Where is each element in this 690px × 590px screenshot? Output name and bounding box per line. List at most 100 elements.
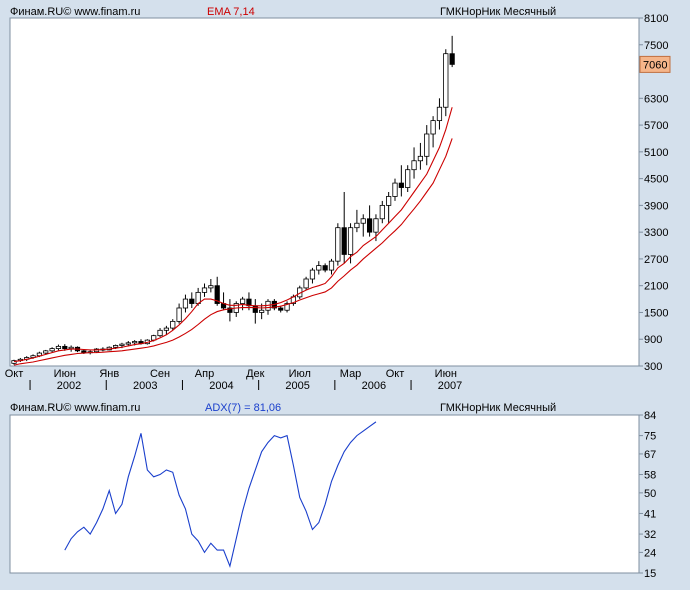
price-tag-box <box>639 55 671 73</box>
current-price-tag: 7060 <box>639 55 671 73</box>
x-year-label: 2007 <box>438 380 462 392</box>
candle-body <box>379 204 385 220</box>
candle-body <box>259 309 265 313</box>
adx-tick-label: 41 <box>644 508 656 520</box>
candle-body <box>373 218 379 233</box>
x-year-label: 2002 <box>57 380 81 392</box>
candle-body <box>322 265 328 271</box>
candle-body <box>284 303 290 311</box>
x-month-label: Дек <box>246 368 265 380</box>
candle-body <box>55 345 62 350</box>
top-y-axis: 300 900 1500 2100 2700 3300 3900 4500 5100 5700 63… <box>639 13 668 373</box>
y-tick-label: 3300 <box>644 227 668 239</box>
candle-body <box>62 345 68 350</box>
bottom-plot-area <box>9 414 640 574</box>
price-tag-label: 7060 <box>643 59 667 71</box>
ema-lines <box>13 107 453 366</box>
bottom-source-label: Финам.RU© www.finam.ru <box>10 402 141 414</box>
candle-body <box>335 227 341 262</box>
candle-body <box>252 305 258 313</box>
candle-body <box>392 182 398 197</box>
adx-line <box>64 421 377 568</box>
candle-body <box>189 298 195 304</box>
candle-body <box>449 53 455 65</box>
candle-body <box>201 287 208 293</box>
y-tick-label: 7500 <box>644 40 668 52</box>
candle-body <box>163 327 169 331</box>
x-month-label: Июл <box>289 368 311 380</box>
candle-body <box>303 278 309 289</box>
candle-body <box>176 307 182 322</box>
adx-tick-label: 58 <box>644 470 656 482</box>
candle-body <box>170 320 176 329</box>
adx-tick-label: 15 <box>644 568 656 580</box>
y-tick-label: 300 <box>644 361 662 373</box>
y-tick-label: 1500 <box>644 307 668 319</box>
candle-body <box>417 155 424 162</box>
candle-body <box>328 260 335 271</box>
ema-line <box>13 138 453 366</box>
candle-body <box>227 307 233 313</box>
candle-body <box>239 298 246 304</box>
ema-line <box>13 107 453 363</box>
candle-body <box>113 345 119 348</box>
x-month-label: Окт <box>5 368 24 380</box>
candle-body <box>316 265 322 271</box>
candle-body <box>398 182 404 188</box>
y-tick-label: 4500 <box>644 174 668 186</box>
adx-series <box>64 421 377 568</box>
y-tick-label: 2700 <box>644 254 668 266</box>
candle-body <box>49 348 55 352</box>
x-year-label: 2005 <box>285 380 309 392</box>
adx-tick-label: 84 <box>644 410 656 422</box>
candle-body <box>366 218 373 233</box>
candle-body <box>125 342 131 345</box>
candle-body <box>386 196 392 206</box>
x-year-label: 2004 <box>209 380 233 392</box>
bottom-y-axis: 15 24 32 41 50 58 67 75 84 <box>639 410 656 580</box>
candle-body <box>347 227 354 255</box>
x-month-label: Апр <box>195 368 214 380</box>
x-month-label: Мар <box>340 368 362 380</box>
candle-body <box>405 169 411 188</box>
adx-tick-label: 32 <box>644 529 656 541</box>
candle-body <box>43 350 49 354</box>
candle-body <box>81 350 87 354</box>
adx-tick-label: 50 <box>644 488 656 500</box>
candle-body <box>424 133 430 157</box>
y-tick-label: 900 <box>644 334 662 346</box>
candle-body <box>354 222 360 229</box>
x-month-label: Июн <box>54 368 76 380</box>
candle-body <box>436 106 443 122</box>
top-indicator-label: EMA 7,14 <box>207 6 255 18</box>
candle-body <box>182 298 189 309</box>
x-year-label: 2003 <box>133 380 157 392</box>
x-month-label: Окт <box>386 368 405 380</box>
y-tick-label: 5100 <box>644 147 668 159</box>
x-year-label: 2006 <box>362 380 386 392</box>
candle-body <box>68 346 74 349</box>
adx-tick-label: 24 <box>644 547 656 559</box>
candle-body <box>443 53 449 108</box>
y-tick-label: 5700 <box>644 120 668 132</box>
y-tick-label: 3900 <box>644 200 668 212</box>
adx-tick-label: 67 <box>644 449 656 461</box>
x-month-label: Сен <box>150 368 170 380</box>
candle-body <box>430 120 436 135</box>
y-tick-label: 6300 <box>644 93 668 105</box>
x-month-label: Июн <box>435 368 457 380</box>
candle-body <box>157 329 163 337</box>
adx-tick-label: 75 <box>644 431 656 443</box>
candle-body <box>132 341 138 344</box>
candle-body <box>341 227 347 255</box>
candle-body <box>360 218 366 224</box>
candle-body <box>208 285 214 289</box>
bottom-indicator-label: ADX(7) = 81,06 <box>205 402 282 414</box>
y-tick-label: 8100 <box>644 13 668 25</box>
top-source-label: Финам.RU© www.finam.ru <box>10 6 141 18</box>
candle-body <box>119 343 125 346</box>
candle-body <box>278 307 284 311</box>
candle-body <box>11 360 17 364</box>
